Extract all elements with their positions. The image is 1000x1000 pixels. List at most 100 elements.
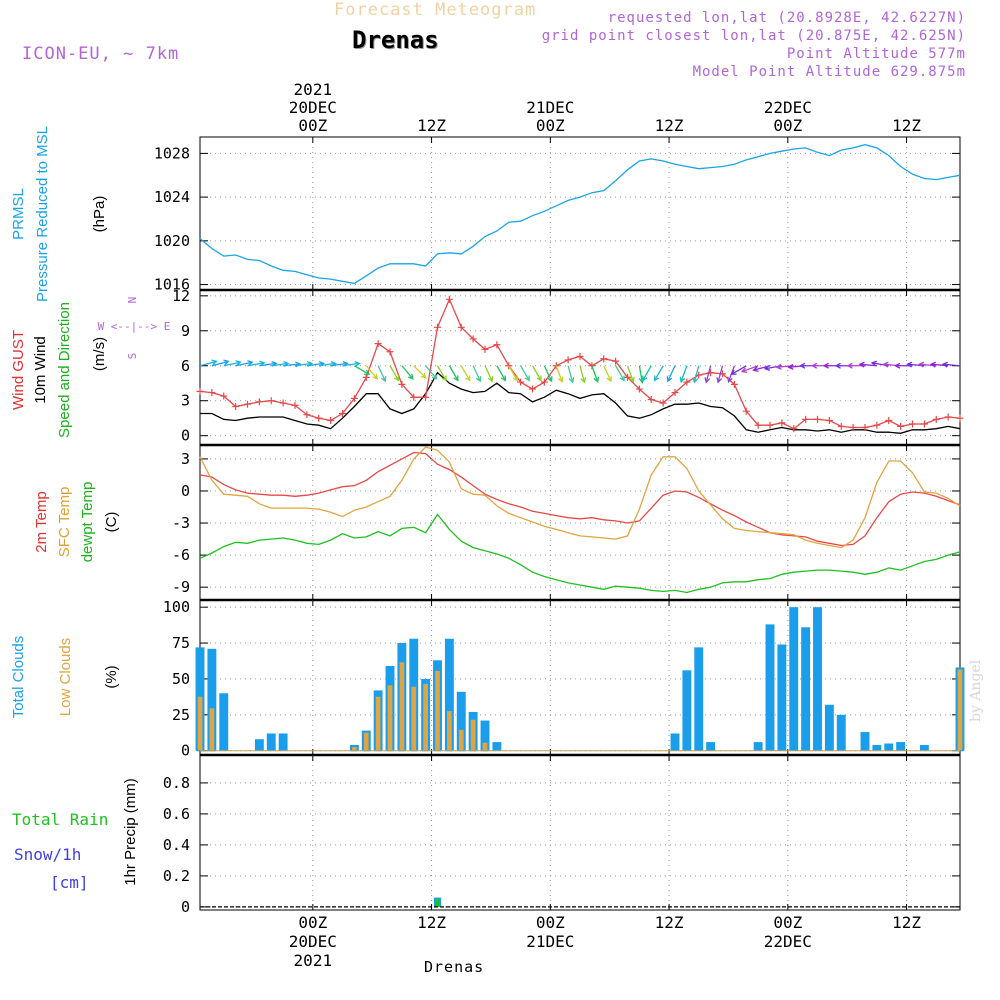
wind-arrow	[484, 365, 493, 382]
wind-arrow	[638, 365, 643, 383]
wind-arrow	[271, 362, 289, 367]
wind-arrow	[603, 365, 612, 382]
wind-arrow-head	[629, 376, 635, 384]
y-tick-label: -6	[172, 546, 190, 564]
compass-west-east: W <--|--> E	[98, 320, 171, 333]
gust-marker	[469, 335, 477, 343]
total-cloud-bar	[694, 647, 704, 751]
wind-arrow-head	[775, 363, 782, 370]
time-label-bottom-1: 12Z	[417, 913, 446, 932]
wind-arrow	[654, 365, 664, 381]
wind-arrow	[306, 362, 324, 367]
gust-marker	[873, 421, 881, 429]
y-tick-label: 0	[181, 898, 190, 916]
series-line-2m-temp	[199, 451, 961, 547]
prmsl-label: PRMSL	[10, 188, 27, 240]
wind-arrow-head	[763, 365, 771, 371]
low-cloud-bar	[196, 695, 204, 752]
wind-arrow	[448, 365, 459, 381]
wind-arrow	[389, 365, 400, 381]
total-cloud-bar	[207, 648, 217, 751]
wind-arrow	[377, 365, 386, 382]
gust-marker	[790, 425, 798, 433]
legend-total-rain: Total Rain	[12, 810, 108, 829]
low-cloud-bar	[457, 728, 465, 752]
wind-arrow	[472, 365, 481, 382]
wind-arrow-head	[500, 375, 507, 382]
gust-marker	[861, 424, 869, 432]
time-label-bottom-0: 2021	[294, 951, 333, 970]
gust-marker	[232, 403, 240, 411]
wind-arrow	[235, 361, 253, 367]
wind-arrow	[859, 363, 877, 367]
y-tick-label: 100	[163, 598, 190, 616]
wind-arrow-head	[894, 362, 901, 369]
y-tick-label: 12	[172, 287, 190, 305]
low-cloud-bar	[386, 684, 394, 752]
precip-label: 1hr Precip (mm)	[122, 778, 139, 886]
total-cloud-bar	[765, 624, 775, 751]
panel-frame-1	[199, 136, 961, 291]
low-cloud-bar	[350, 745, 358, 752]
gust-marker	[600, 355, 608, 363]
wind-arrow-head	[882, 361, 889, 368]
wind-label: 10m Wind	[32, 336, 49, 404]
gust-marker	[327, 417, 335, 425]
wind-arrow	[413, 365, 427, 379]
prmsl-unit-label: (hPa)	[91, 196, 108, 233]
wind-arrow	[460, 365, 471, 381]
time-label-top-0: 00Z	[298, 116, 327, 135]
wind-arrow-head	[619, 375, 625, 382]
y-tick-label: 25	[172, 706, 190, 724]
low-cloud-bar	[410, 685, 418, 752]
gust-marker	[564, 356, 572, 364]
gust-marker	[683, 378, 691, 386]
wind-arrow	[318, 362, 336, 367]
panel-frame-5	[199, 754, 961, 911]
y-tick-label: 9	[181, 322, 190, 340]
time-label-top-3: 12Z	[655, 116, 684, 135]
total-cloud-bar	[789, 607, 799, 751]
gust-marker	[315, 414, 323, 422]
wind-arrow	[294, 362, 312, 367]
wind-arrow	[591, 365, 599, 382]
meteogram-title: Forecast Meteogram	[334, 0, 537, 20]
low-cloud-bar	[433, 669, 442, 752]
gust-marker	[362, 373, 370, 381]
y-tick-label: 1020	[154, 232, 190, 250]
total-cloud-bar	[753, 742, 763, 751]
gust-marker	[339, 410, 346, 418]
legend-snow: Snow/1h	[14, 845, 81, 864]
time-label-top-1: 12Z	[417, 116, 446, 135]
wind-arrow-head	[431, 373, 438, 380]
sfc-temp-label: SFC Temp	[56, 487, 73, 558]
wind-arrow-head	[420, 372, 427, 379]
total-cloud-bar	[836, 714, 846, 751]
gust-marker	[814, 415, 821, 423]
wind-arrow-head	[364, 369, 371, 375]
y-tick-label: 1016	[154, 276, 190, 294]
wind-arrow-head	[906, 361, 913, 368]
total-cloud-bar	[254, 739, 264, 751]
wind-arrow-head	[704, 377, 711, 384]
wind-arrow-head	[870, 360, 877, 367]
y-tick-label: 1024	[154, 188, 190, 206]
wind-arrow-head	[235, 360, 242, 366]
low-cloud-bar	[362, 731, 370, 752]
wind-arrow-head	[929, 361, 937, 368]
gust-marker	[220, 392, 228, 400]
y-tick-label: 6	[181, 357, 190, 375]
wind-arrow	[508, 365, 518, 381]
gust-marker	[422, 393, 430, 401]
wind-arrow-head	[653, 375, 660, 382]
wind-arrow	[211, 360, 229, 367]
wind-arrow-head	[547, 376, 553, 383]
wind-arrow-head	[799, 362, 806, 369]
gust-marker	[897, 422, 905, 430]
gust-marker	[481, 345, 489, 353]
y-tick-label: 0.4	[163, 836, 190, 854]
time-label-top-5: 12Z	[892, 116, 921, 135]
gust-marker	[825, 417, 833, 425]
total-cloud-bar	[278, 733, 288, 751]
y-tick-label: 0.8	[163, 774, 190, 792]
